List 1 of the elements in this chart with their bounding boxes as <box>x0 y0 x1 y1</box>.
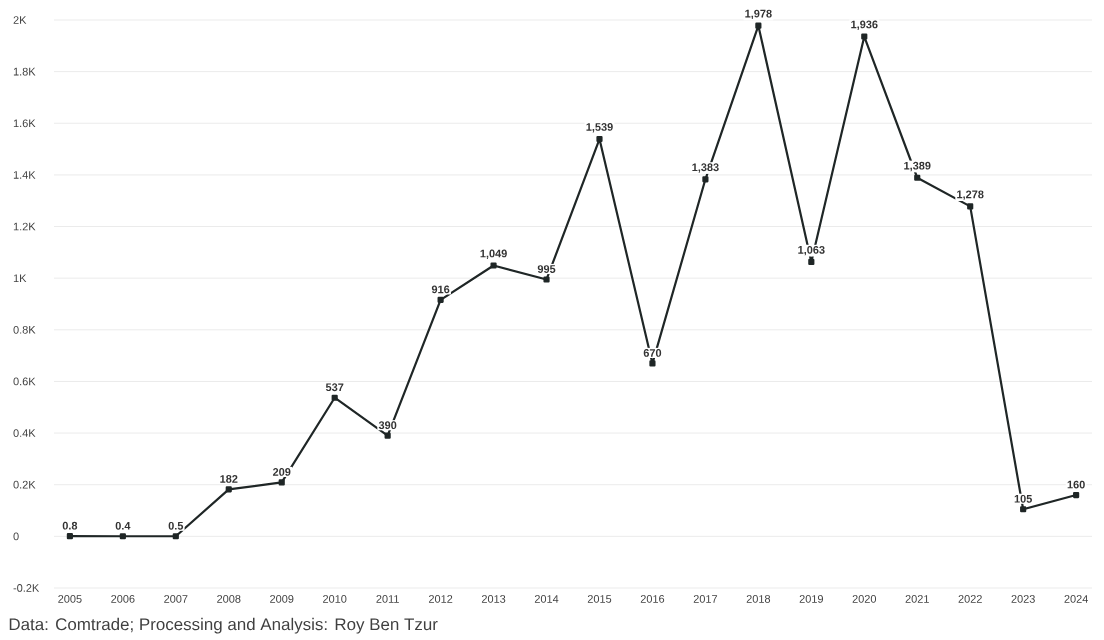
text: Data: Comtrade; Processing and Analysis: Roy Ben Tzur <box>9 617 438 634</box>
